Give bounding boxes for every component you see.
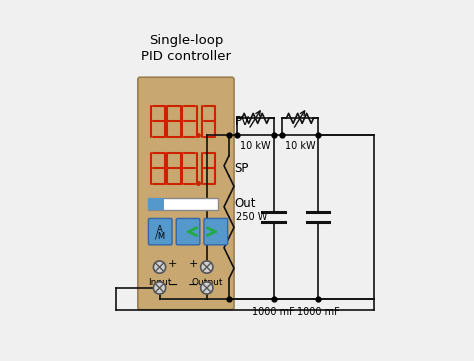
Text: −: − bbox=[188, 279, 199, 292]
FancyBboxPatch shape bbox=[138, 77, 234, 310]
Text: /M: /M bbox=[155, 232, 165, 241]
Text: Out: Out bbox=[235, 197, 256, 210]
Text: Single-loop
PID controller: Single-loop PID controller bbox=[141, 34, 231, 63]
FancyBboxPatch shape bbox=[176, 218, 200, 245]
FancyBboxPatch shape bbox=[204, 218, 228, 245]
Bar bbox=[148, 149, 218, 188]
Circle shape bbox=[201, 261, 213, 273]
Text: +: + bbox=[168, 259, 177, 269]
Bar bbox=[148, 197, 164, 210]
Text: 250 W: 250 W bbox=[236, 212, 267, 222]
Text: 10 kW: 10 kW bbox=[284, 140, 315, 151]
Circle shape bbox=[201, 282, 213, 294]
Circle shape bbox=[154, 261, 165, 273]
Text: 1000 mF: 1000 mF bbox=[252, 308, 295, 317]
Text: SP: SP bbox=[235, 162, 249, 175]
Circle shape bbox=[154, 282, 165, 294]
Bar bbox=[148, 102, 218, 140]
Text: 1000 mF: 1000 mF bbox=[297, 308, 339, 317]
Bar bbox=[148, 197, 218, 210]
Text: Input: Input bbox=[148, 278, 171, 287]
Text: +: + bbox=[189, 259, 199, 269]
Text: 10 kW: 10 kW bbox=[240, 140, 271, 151]
Text: A: A bbox=[157, 225, 163, 234]
Text: PV: PV bbox=[235, 115, 250, 128]
FancyBboxPatch shape bbox=[148, 218, 172, 245]
Text: −: − bbox=[168, 279, 178, 292]
Text: Output: Output bbox=[191, 278, 222, 287]
